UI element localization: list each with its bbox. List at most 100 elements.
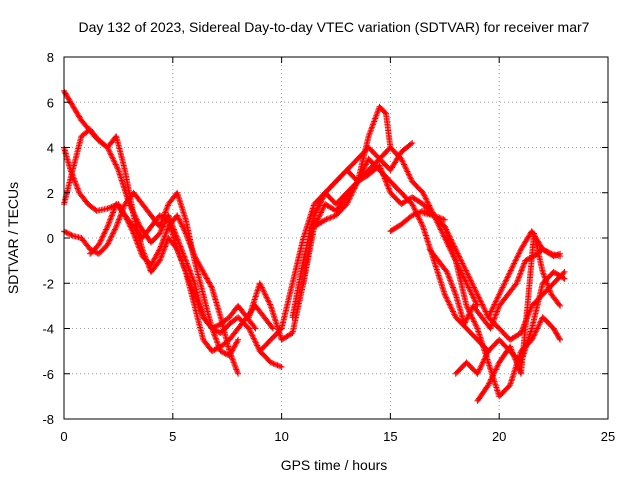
data-point (556, 335, 563, 342)
data-point (183, 233, 190, 240)
data-point (447, 302, 454, 309)
data-point (264, 295, 271, 302)
data-point (250, 335, 257, 342)
data-point (448, 280, 455, 287)
series-track-16 (485, 228, 564, 321)
data-point (479, 359, 486, 366)
data-point (477, 365, 484, 372)
data-point (466, 274, 473, 281)
data-point (547, 288, 554, 295)
data-point (320, 217, 327, 224)
data-point (520, 263, 527, 270)
data-point (277, 363, 284, 370)
data-point (402, 164, 409, 171)
data-point (403, 167, 410, 174)
data-point (176, 217, 183, 224)
data-point (356, 174, 363, 181)
data-point (318, 196, 325, 203)
data-point (464, 304, 471, 311)
data-point (191, 251, 197, 258)
data-point (475, 367, 482, 374)
data-point (456, 254, 463, 261)
data-point (418, 220, 425, 227)
data-point (555, 333, 561, 339)
data-point (182, 229, 189, 236)
data-point (348, 192, 354, 199)
data-point (494, 295, 501, 302)
data-point (273, 361, 280, 368)
data-point (278, 364, 285, 370)
data-point (458, 257, 465, 264)
series-track-4 (61, 189, 242, 359)
data-point (410, 211, 417, 218)
data-point (235, 370, 242, 377)
data-point (491, 314, 498, 321)
data-point (490, 304, 497, 311)
data-point (467, 276, 473, 282)
data-point (511, 353, 518, 360)
data-point (471, 297, 478, 304)
data-point (546, 285, 553, 292)
data-point (203, 274, 210, 281)
data-point (151, 255, 158, 262)
data-point (495, 305, 502, 312)
data-point (494, 363, 501, 370)
y-tick-labels: -8 -6 -4 -2 0 2 4 6 8 (42, 50, 54, 427)
data-point (345, 198, 352, 205)
data-point (320, 192, 327, 199)
data-point (441, 291, 448, 298)
data-point (471, 285, 478, 292)
data-point (158, 252, 165, 258)
data-point (252, 338, 259, 345)
data-point (461, 321, 468, 327)
data-point (464, 315, 471, 322)
data-point (248, 331, 255, 338)
data-point (99, 233, 106, 240)
data-point (401, 161, 407, 168)
data-point (107, 234, 114, 241)
data-point (512, 356, 519, 363)
data-point (495, 293, 502, 299)
data-point (465, 273, 472, 280)
data-point (131, 233, 138, 240)
data-point (556, 301, 563, 308)
data-point (154, 250, 161, 257)
data-point (317, 199, 324, 206)
data-point (128, 226, 135, 233)
data-point (515, 276, 522, 282)
data-point (109, 232, 116, 238)
data-point (271, 361, 278, 368)
data-point (533, 326, 540, 333)
data-point (401, 162, 408, 169)
data-point (406, 172, 413, 179)
data-point (472, 287, 479, 294)
data-point (503, 276, 510, 282)
data-point (181, 227, 188, 234)
data-point (496, 290, 503, 297)
y-tick-label: 6 (47, 95, 54, 110)
data-point (482, 353, 489, 360)
data-point (200, 268, 207, 275)
data-point (490, 318, 497, 325)
data-point (473, 301, 480, 308)
data-point (267, 301, 273, 308)
data-point (182, 267, 189, 274)
data-point (212, 334, 219, 340)
y-tick-label: -2 (42, 276, 54, 291)
data-point (477, 363, 484, 370)
data-point (421, 192, 428, 199)
data-point (491, 369, 498, 376)
data-point (519, 266, 525, 273)
data-point (493, 365, 500, 372)
data-point (557, 336, 564, 343)
data-point (100, 232, 107, 238)
x-tick-label: 5 (169, 429, 176, 444)
x-tick-labels: 0 5 10 15 20 25 (60, 429, 615, 444)
data-point (345, 196, 352, 203)
data-point (275, 362, 282, 369)
data-point (232, 342, 239, 349)
data-point (231, 362, 238, 369)
data-point (319, 206, 326, 213)
data-point (157, 254, 164, 261)
